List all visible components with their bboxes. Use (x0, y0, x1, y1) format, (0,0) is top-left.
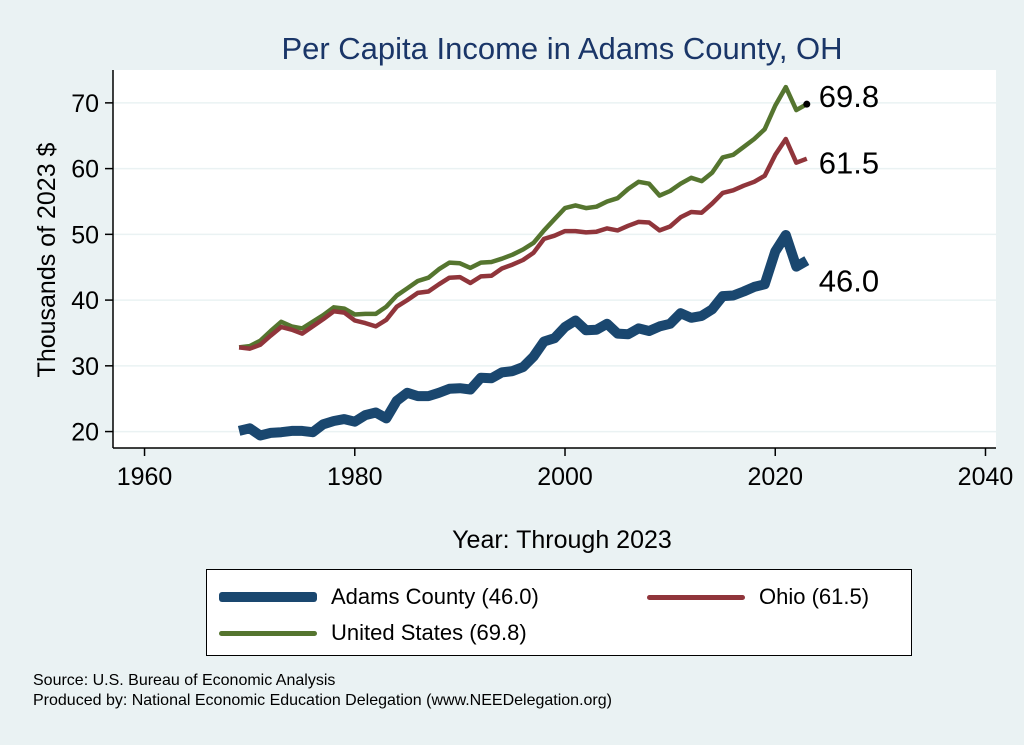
legend-label-us: United States (69.8) (331, 620, 527, 645)
legend-item-us: United States (69.8) (219, 620, 527, 646)
x-tick-label-1960: 1960 (117, 463, 173, 491)
y-axis-title: Thousands of 2023 $ (33, 142, 61, 377)
series-line-us (238, 84, 808, 350)
legend-swatch-adams (219, 592, 317, 602)
end-labels: 69.8 61.5 46.0 (803, 79, 879, 299)
legend-label-ohio: Ohio (61.5) (759, 584, 870, 609)
axes: 20 30 40 50 60 70 1960 1980 2000 2020 2040 (71, 70, 1013, 491)
x-tick-label-2000: 2000 (537, 463, 593, 491)
end-label-adams: 46.0 (819, 264, 879, 299)
y-tick-label-60: 60 (71, 156, 99, 184)
legend: Adams County (46.0) Ohio (61.5) United S… (206, 569, 912, 656)
series-line-ohio (238, 136, 808, 351)
legend-swatch-ohio (647, 594, 745, 600)
plot-area (113, 70, 996, 448)
series-layer (237, 84, 810, 441)
x-tick-label-2020: 2020 (747, 463, 803, 491)
y-tick-label-50: 50 (71, 221, 99, 249)
end-marker-us (803, 100, 811, 108)
end-label-ohio: 61.5 (819, 146, 879, 181)
y-tick-label-20: 20 (71, 419, 99, 447)
produced-note: Produced by: National Economic Education… (33, 692, 612, 709)
legend-label-adams: Adams County (46.0) (331, 584, 539, 609)
x-axis-title: Year: Through 2023 (452, 526, 672, 554)
legend-item-adams: Adams County (46.0) (219, 584, 539, 610)
source-note: Source: U.S. Bureau of Economic Analysis (33, 672, 336, 689)
x-tick-label-2040: 2040 (958, 463, 1014, 491)
y-tick-label-70: 70 (71, 90, 99, 118)
series-line-adams (237, 230, 810, 441)
y-tick-label-40: 40 (71, 287, 99, 315)
y-tick-label-30: 30 (71, 353, 99, 381)
chart-title: Per Capita Income in Adams County, OH (281, 31, 842, 66)
legend-swatch-us (219, 630, 317, 636)
x-tick-label-1980: 1980 (327, 463, 383, 491)
end-label-us: 69.8 (819, 79, 879, 114)
legend-item-ohio: Ohio (61.5) (647, 584, 869, 610)
